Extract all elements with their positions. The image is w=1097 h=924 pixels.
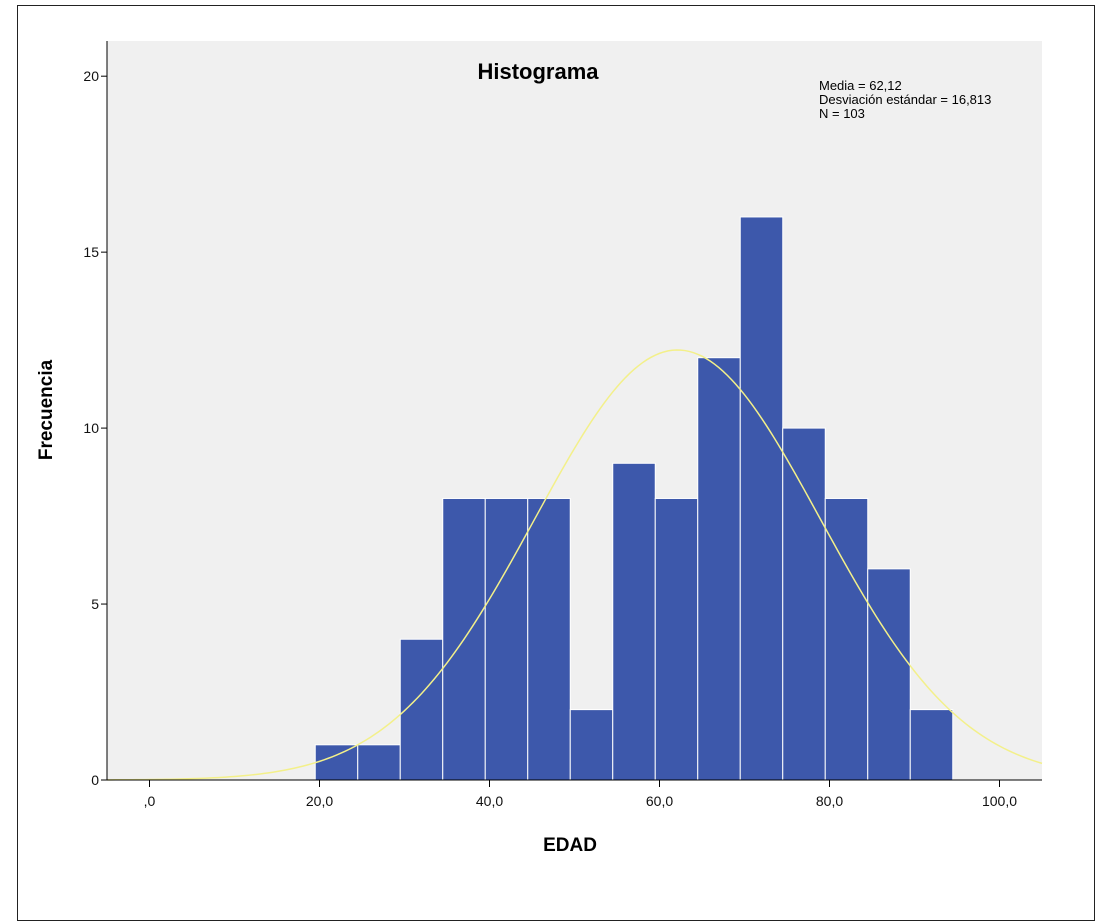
chart-title: Histograma	[477, 59, 599, 84]
histogram-bar-14	[909, 709, 954, 781]
y-tick-label-3: 15	[83, 244, 99, 260]
y-tick-label-4: 20	[83, 68, 99, 84]
x-tick-label-0: ,0	[144, 793, 156, 809]
histogram-bar-4	[484, 497, 529, 781]
y-tick-label-2: 10	[83, 420, 99, 436]
x-ticks-group: ,0 20,0 40,0 60,0 80,0 100,0	[144, 780, 1017, 809]
histogram-bar-13	[867, 568, 911, 781]
stats-n: N = 103	[819, 106, 865, 121]
y-tick-label-0: 0	[91, 772, 99, 788]
y-tick-label-1: 5	[91, 596, 99, 612]
histogram-bar-7	[612, 462, 656, 781]
histogram-bar-1	[357, 744, 401, 781]
x-axis-title: EDAD	[543, 835, 597, 856]
normal-curve	[106, 349, 1043, 781]
histogram-bar-5	[527, 497, 571, 781]
y-ticks-group: 0 5 10 15 20	[83, 68, 107, 788]
x-tick-label-1: 20,0	[306, 793, 333, 809]
histogram-bar-0	[314, 744, 359, 781]
histogram-bar-11	[782, 427, 826, 781]
histogram-bar-8	[654, 497, 699, 781]
stats-std: Desviación estándar = 16,813	[819, 92, 991, 107]
x-tick-label-5: 100,0	[982, 793, 1017, 809]
x-tick-label-2: 40,0	[476, 793, 503, 809]
histogram-bar-9	[697, 357, 741, 781]
stats-mean: Media = 62,12	[819, 78, 902, 93]
histogram-bar-10	[739, 216, 784, 781]
x-tick-label-4: 80,0	[816, 793, 843, 809]
stats-box: Media = 62,12 Desviación estándar = 16,8…	[819, 78, 991, 121]
histogram-bar-12	[824, 497, 869, 781]
y-axis-title: Frecuencia	[36, 359, 57, 460]
histogram-bar-6	[569, 709, 614, 781]
x-tick-label-3: 60,0	[646, 793, 673, 809]
